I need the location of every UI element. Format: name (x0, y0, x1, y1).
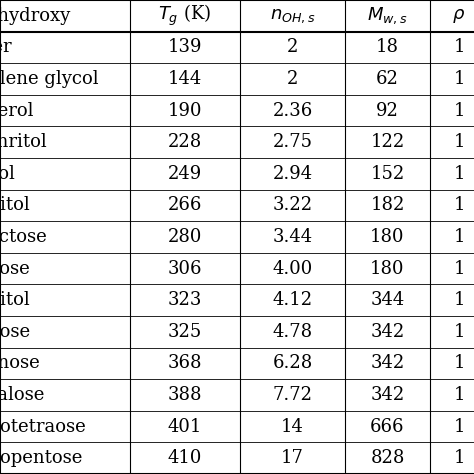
Text: 325: 325 (168, 323, 202, 341)
Text: 2.94: 2.94 (273, 165, 312, 183)
Text: 4.00: 4.00 (273, 260, 312, 278)
Text: polyhydroxy: polyhydroxy (0, 7, 71, 25)
Text: maltopentose: maltopentose (0, 449, 83, 467)
Text: 144: 144 (168, 70, 202, 88)
Text: 3.22: 3.22 (273, 196, 312, 214)
Text: 1: 1 (453, 260, 465, 278)
Text: 122: 122 (370, 133, 405, 151)
Text: $\rho$: $\rho$ (453, 7, 465, 25)
Text: 92: 92 (376, 101, 399, 119)
Text: 1: 1 (453, 323, 465, 341)
Text: 368: 368 (168, 355, 202, 373)
Text: glucose: glucose (0, 260, 29, 278)
Text: 139: 139 (168, 38, 202, 56)
Text: 828: 828 (370, 449, 405, 467)
Text: 1: 1 (453, 228, 465, 246)
Text: 4.78: 4.78 (273, 323, 312, 341)
Text: maltotetraose: maltotetraose (0, 418, 86, 436)
Text: 1: 1 (453, 449, 465, 467)
Text: glycerol: glycerol (0, 101, 33, 119)
Text: 249: 249 (168, 165, 202, 183)
Text: 190: 190 (168, 101, 202, 119)
Text: 152: 152 (370, 165, 405, 183)
Text: 180: 180 (370, 260, 405, 278)
Text: 1: 1 (453, 418, 465, 436)
Text: 1: 1 (453, 291, 465, 309)
Text: 6.28: 6.28 (273, 355, 312, 373)
Text: 1: 1 (453, 165, 465, 183)
Text: 410: 410 (168, 449, 202, 467)
Text: raffinose: raffinose (0, 355, 40, 373)
Text: 266: 266 (168, 196, 202, 214)
Text: sorbitol: sorbitol (0, 196, 29, 214)
Text: 18: 18 (376, 38, 399, 56)
Text: 666: 666 (370, 418, 405, 436)
Text: 342: 342 (370, 386, 405, 404)
Text: 17: 17 (281, 449, 304, 467)
Text: 4.12: 4.12 (273, 291, 312, 309)
Text: 1: 1 (453, 38, 465, 56)
Text: 182: 182 (370, 196, 405, 214)
Text: 2: 2 (287, 70, 298, 88)
Text: 228: 228 (168, 133, 202, 151)
Text: 1: 1 (453, 196, 465, 214)
Text: sucrose: sucrose (0, 323, 30, 341)
Text: 280: 280 (168, 228, 202, 246)
Text: 62: 62 (376, 70, 399, 88)
Text: ethylene glycol: ethylene glycol (0, 70, 98, 88)
Text: 2.75: 2.75 (273, 133, 312, 151)
Text: 1: 1 (453, 101, 465, 119)
Text: 7.72: 7.72 (273, 386, 312, 404)
Text: 1: 1 (453, 355, 465, 373)
Text: 344: 344 (370, 291, 405, 309)
Text: 3.44: 3.44 (273, 228, 312, 246)
Text: erythritol: erythritol (0, 133, 46, 151)
Text: maltitol: maltitol (0, 291, 30, 309)
Text: 2: 2 (287, 38, 298, 56)
Text: 1: 1 (453, 133, 465, 151)
Text: 1: 1 (453, 70, 465, 88)
Text: 1: 1 (453, 386, 465, 404)
Text: 342: 342 (370, 323, 405, 341)
Text: $M_{w,s}$: $M_{w,s}$ (367, 6, 408, 26)
Text: 2.36: 2.36 (273, 101, 312, 119)
Text: $T_g$ (K): $T_g$ (K) (158, 3, 211, 28)
Text: 306: 306 (168, 260, 202, 278)
Text: galactose: galactose (0, 228, 46, 246)
Text: 14: 14 (281, 418, 304, 436)
Text: 323: 323 (168, 291, 202, 309)
Text: 180: 180 (370, 228, 405, 246)
Text: 388: 388 (168, 386, 202, 404)
Text: trehalose: trehalose (0, 386, 45, 404)
Text: $n_{OH,s}$: $n_{OH,s}$ (270, 7, 315, 25)
Text: 342: 342 (370, 355, 405, 373)
Text: water: water (0, 38, 12, 56)
Text: xylitol: xylitol (0, 165, 16, 183)
Text: 401: 401 (168, 418, 202, 436)
